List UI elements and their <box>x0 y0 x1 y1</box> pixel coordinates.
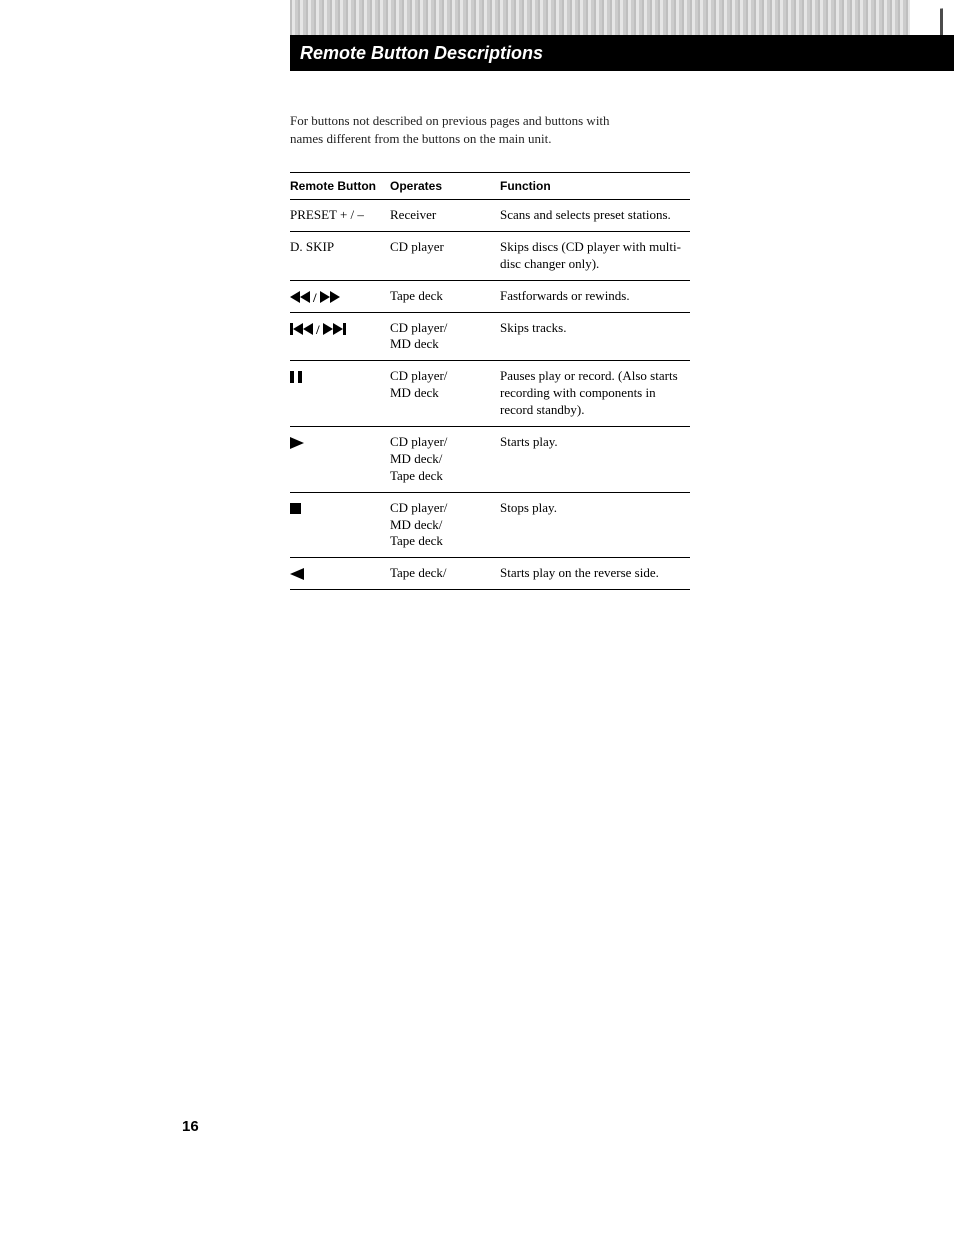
table-row: Tape deck/Starts play on the reverse sid… <box>290 558 690 590</box>
table-row: CD player/MD deckPauses play or record. … <box>290 361 690 427</box>
remote-button-cell <box>290 361 390 427</box>
operates-cell: Tape deck <box>390 280 500 312</box>
decorative-page-edge <box>940 7 952 62</box>
section-title: Remote Button Descriptions <box>300 43 543 63</box>
remote-button-table: Remote Button Operates Function PRESET +… <box>290 172 690 590</box>
col-button-header: Remote Button <box>290 173 390 200</box>
page: Remote Button Descriptions For buttons n… <box>0 0 954 1233</box>
function-cell: Fastforwards or rewinds. <box>500 280 690 312</box>
col-function-header: Function <box>500 173 690 200</box>
function-cell: Starts play on the reverse side. <box>500 558 690 590</box>
play-icon <box>290 434 304 449</box>
remote-button-table-wrap: Remote Button Operates Function PRESET +… <box>290 172 690 590</box>
prev-next-icon: / <box>290 320 348 335</box>
play-rev-icon <box>290 565 304 580</box>
svg-text:/: / <box>312 291 317 303</box>
stop-icon <box>290 500 301 515</box>
operates-cell: CD player/MD deck <box>390 361 500 427</box>
table-row: CD player/MD deck/Tape deckStops play. <box>290 492 690 558</box>
decorative-top-strip <box>290 0 910 35</box>
table-row: D. SKIPCD playerSkips discs (CD player w… <box>290 231 690 280</box>
operates-cell: CD player/MD deck/Tape deck <box>390 427 500 493</box>
rew-ff-icon: / <box>290 288 340 303</box>
remote-button-cell: / <box>290 312 390 361</box>
table-row: PRESET + / –ReceiverScans and selects pr… <box>290 200 690 232</box>
function-cell: Starts play. <box>500 427 690 493</box>
table-body: PRESET + / –ReceiverScans and selects pr… <box>290 200 690 590</box>
function-cell: Scans and selects preset stations. <box>500 200 690 232</box>
table-header-row: Remote Button Operates Function <box>290 173 690 200</box>
operates-cell: CD player/MD deck <box>390 312 500 361</box>
pause-icon <box>290 368 302 383</box>
section-title-bar: Remote Button Descriptions <box>290 35 910 71</box>
remote-button-cell <box>290 558 390 590</box>
remote-button-cell: D. SKIP <box>290 231 390 280</box>
col-operates-header: Operates <box>390 173 500 200</box>
table-row: / Tape deckFastforwards or rewinds. <box>290 280 690 312</box>
function-cell: Skips tracks. <box>500 312 690 361</box>
svg-text:/: / <box>315 323 320 335</box>
operates-cell: Tape deck/ <box>390 558 500 590</box>
remote-button-cell: / <box>290 280 390 312</box>
operates-cell: CD player/MD deck/Tape deck <box>390 492 500 558</box>
table-row: CD player/MD deck/Tape deckStarts play. <box>290 427 690 493</box>
table-row: / CD player/MD deckSkips tracks. <box>290 312 690 361</box>
operates-cell: CD player <box>390 231 500 280</box>
intro-text: For buttons not described on previous pa… <box>290 112 630 147</box>
function-cell: Stops play. <box>500 492 690 558</box>
remote-button-cell: PRESET + / – <box>290 200 390 232</box>
remote-button-cell <box>290 427 390 493</box>
operates-cell: Receiver <box>390 200 500 232</box>
function-cell: Skips discs (CD player with multi-disc c… <box>500 231 690 280</box>
page-number: 16 <box>182 1118 199 1135</box>
remote-button-cell <box>290 492 390 558</box>
function-cell: Pauses play or record. (Also starts reco… <box>500 361 690 427</box>
